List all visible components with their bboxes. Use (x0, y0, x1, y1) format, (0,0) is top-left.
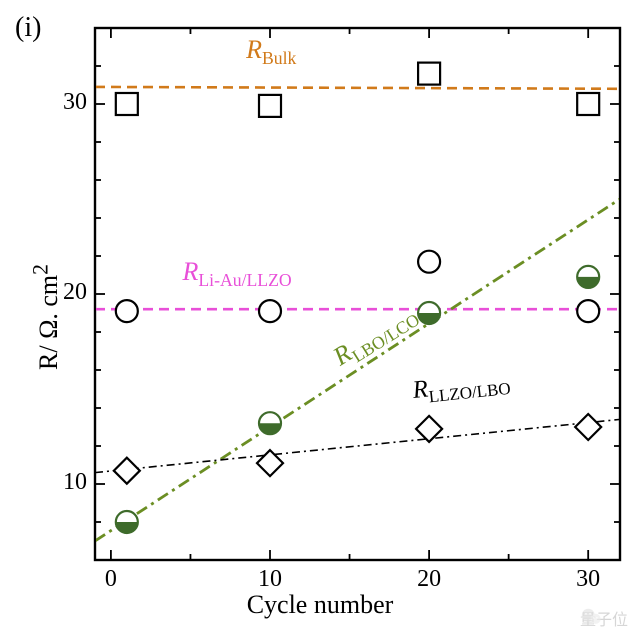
figure-container: (i) R/ Ω. cm2 Cycle number 0102030 10203… (0, 0, 640, 640)
x-axis-label-text: Cycle number (247, 590, 394, 619)
x-axis-label: Cycle number (0, 590, 640, 620)
x-tick-label: 0 (86, 566, 136, 593)
watermark: 量子位 (580, 606, 628, 630)
plot-svg (0, 0, 640, 640)
series-label-R_Bulk: RBulk (246, 35, 296, 69)
x-tick-label: 10 (245, 566, 295, 593)
y-tick-label: 10 (42, 469, 87, 496)
y-tick-label: 30 (42, 89, 87, 116)
x-tick-label: 30 (563, 566, 613, 593)
series-label-R_LiAu_LLZO: RLi-Au/LLZO (183, 257, 292, 291)
x-tick-label: 20 (404, 566, 454, 593)
y-tick-label: 20 (42, 279, 87, 306)
wechat-icon (580, 606, 602, 628)
